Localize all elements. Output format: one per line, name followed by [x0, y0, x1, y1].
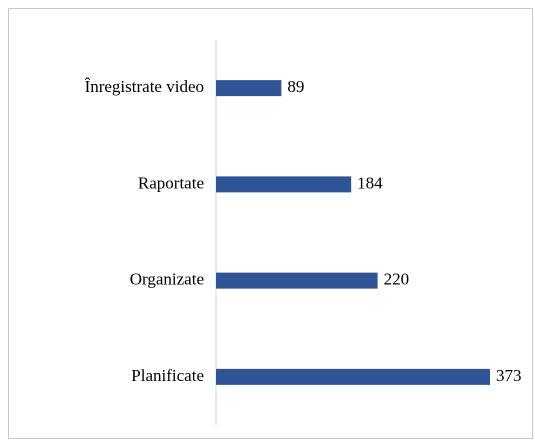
bar: [216, 272, 378, 289]
bar: [216, 176, 352, 193]
bar: [216, 80, 282, 97]
y-tick-label: Organizate: [130, 270, 204, 289]
data-label: 184: [357, 173, 383, 192]
bar: [216, 368, 490, 385]
y-tick-label: Înregistrate video: [85, 77, 204, 96]
y-tick-label: Planificate: [131, 366, 204, 385]
data-label: 373: [496, 366, 522, 385]
data-label: 220: [384, 270, 410, 289]
y-tick-label: Raportate: [138, 173, 204, 192]
data-label: 89: [287, 77, 304, 96]
